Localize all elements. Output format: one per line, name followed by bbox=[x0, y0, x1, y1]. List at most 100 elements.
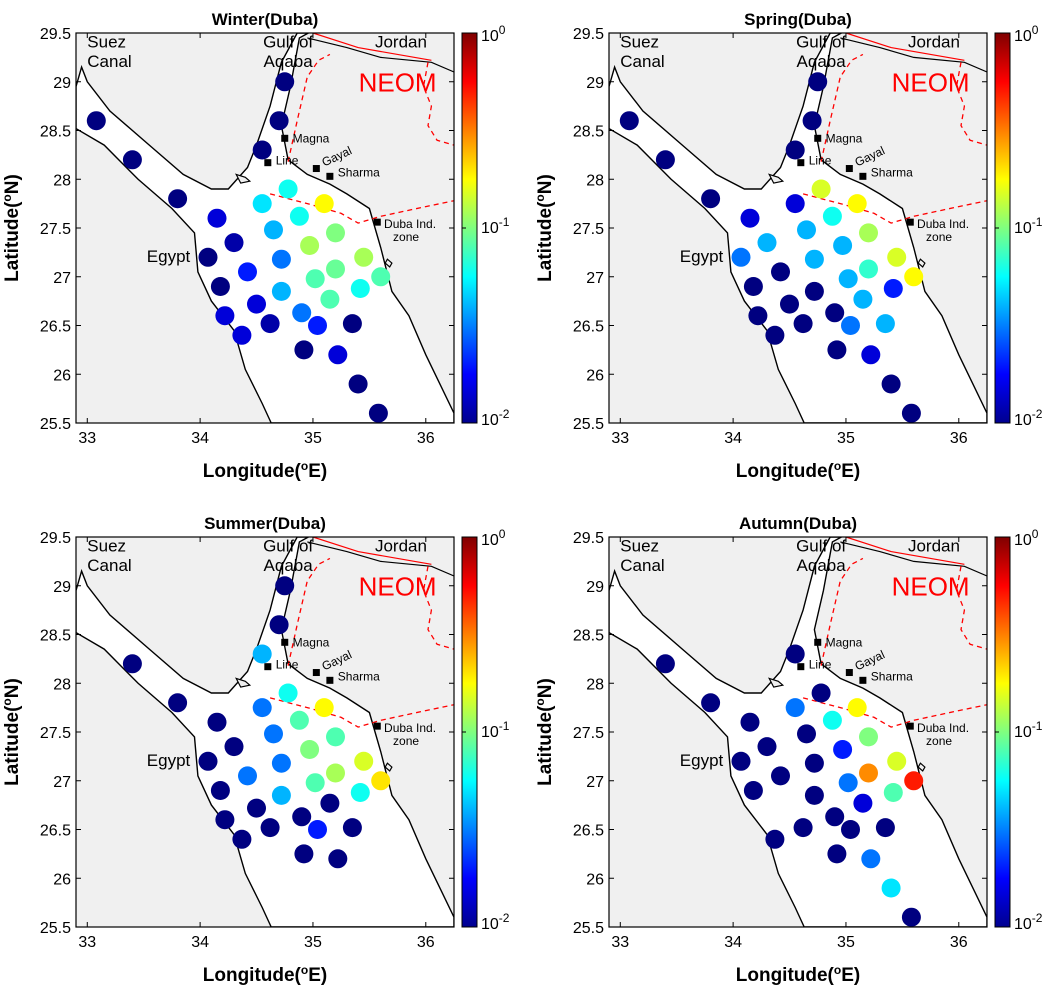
station-point bbox=[853, 793, 873, 813]
station-point bbox=[232, 829, 252, 849]
station-point bbox=[232, 325, 252, 345]
x-axis-label: Longitude(oE) bbox=[203, 459, 327, 482]
site-marker-sharma bbox=[859, 676, 867, 684]
y-tick-label: 27.5 bbox=[40, 221, 71, 238]
station-point bbox=[793, 314, 813, 334]
y-tick-label: 28.5 bbox=[573, 628, 604, 645]
label-sharma: Sharma bbox=[338, 669, 380, 683]
panel-title: Summer(Duba) bbox=[204, 514, 326, 533]
station-point bbox=[308, 316, 327, 335]
station-point bbox=[841, 820, 860, 839]
y-tick-label: 29 bbox=[53, 579, 71, 596]
station-point bbox=[859, 223, 878, 243]
y-tick-label: 26 bbox=[586, 871, 604, 888]
y-tick-label: 29 bbox=[53, 75, 71, 92]
y-tick-label: 27 bbox=[53, 270, 71, 287]
y-tick-label: 27 bbox=[586, 774, 604, 791]
station-point bbox=[811, 683, 831, 703]
station-point bbox=[804, 785, 824, 805]
x-tick-label: 33 bbox=[611, 430, 629, 447]
station-point bbox=[808, 72, 828, 92]
y-tick-label: 26.5 bbox=[40, 319, 71, 336]
station-point bbox=[278, 683, 298, 703]
border-line-top bbox=[312, 33, 432, 61]
label-egypt: Egypt bbox=[680, 247, 724, 266]
y-tick-label: 28.5 bbox=[573, 124, 604, 141]
site-marker-magna bbox=[814, 638, 822, 646]
station-point bbox=[328, 345, 348, 365]
label-sharma: Sharma bbox=[871, 669, 913, 683]
y-tick-label: 26.5 bbox=[40, 823, 71, 840]
station-point bbox=[887, 751, 907, 771]
station-point bbox=[271, 249, 291, 269]
site-marker-duba bbox=[906, 218, 914, 226]
label-gulf-of: Gulf of bbox=[263, 33, 313, 52]
x-tick-label: 34 bbox=[724, 430, 742, 447]
label-canal: Canal bbox=[620, 556, 664, 575]
y-tick-label: 25.5 bbox=[573, 920, 604, 937]
station-point bbox=[238, 262, 257, 282]
station-point bbox=[785, 698, 805, 718]
label-egypt: Egypt bbox=[147, 247, 191, 266]
y-axis-label: Latitude(oN) bbox=[0, 678, 23, 786]
colorbar-tick-label: 100 bbox=[481, 23, 506, 45]
station-point bbox=[252, 698, 272, 718]
station-point bbox=[314, 698, 334, 718]
station-point bbox=[771, 766, 790, 786]
station-point bbox=[198, 247, 218, 267]
site-marker-gayal bbox=[312, 165, 320, 173]
neom-boundary-east bbox=[955, 62, 987, 146]
neom-boundary-east bbox=[422, 62, 454, 146]
station-point bbox=[875, 818, 895, 838]
neom-boundary-south bbox=[802, 697, 987, 728]
station-point bbox=[326, 727, 345, 747]
label-sharma: Sharma bbox=[871, 165, 913, 179]
x-tick-label: 35 bbox=[837, 430, 855, 447]
neom-boundary-east bbox=[422, 566, 454, 650]
y-tick-label: 27 bbox=[53, 774, 71, 791]
station-point bbox=[168, 693, 188, 713]
label-duba: Duba Ind. bbox=[917, 721, 969, 735]
station-point bbox=[354, 247, 374, 267]
y-tick-label: 25.5 bbox=[40, 416, 71, 433]
station-point bbox=[743, 277, 763, 296]
label-canal: Canal bbox=[87, 52, 131, 71]
station-point bbox=[740, 712, 760, 732]
station-point bbox=[314, 194, 334, 214]
x-axis-label: Longitude(oE) bbox=[736, 963, 860, 986]
neom-boundary-west bbox=[287, 557, 331, 666]
station-point bbox=[292, 303, 312, 323]
site-marker-gayal bbox=[845, 165, 853, 173]
y-tick-label: 26.5 bbox=[573, 319, 604, 336]
x-tick-label: 35 bbox=[304, 430, 322, 447]
label-suez: Suez bbox=[87, 537, 126, 556]
neom-boundary-west bbox=[287, 53, 331, 162]
station-point bbox=[833, 740, 853, 759]
station-point bbox=[210, 277, 230, 296]
y-tick-label: 28.5 bbox=[40, 628, 71, 645]
station-point bbox=[765, 829, 785, 849]
station-point bbox=[326, 259, 345, 279]
label-duba: Duba Ind. bbox=[384, 217, 436, 231]
x-tick-label: 36 bbox=[417, 430, 435, 447]
jordan-border bbox=[840, 37, 987, 73]
label-suez: Suez bbox=[620, 537, 659, 556]
station-point bbox=[168, 189, 188, 209]
y-tick-label: 27.5 bbox=[573, 221, 604, 238]
station-point bbox=[269, 111, 289, 131]
station-point bbox=[275, 72, 295, 92]
island bbox=[384, 258, 393, 268]
label-jordan: Jordan bbox=[908, 33, 960, 52]
label-neom: NEOM bbox=[359, 68, 437, 98]
station-point bbox=[354, 751, 374, 771]
panel-title: Spring(Duba) bbox=[744, 10, 852, 29]
island bbox=[768, 677, 785, 688]
station-point bbox=[247, 294, 266, 314]
label-duba: Duba Ind. bbox=[384, 721, 436, 735]
station-point bbox=[701, 189, 721, 209]
station-point bbox=[833, 236, 853, 255]
site-marker-sharma bbox=[326, 676, 334, 684]
station-point bbox=[278, 179, 298, 199]
